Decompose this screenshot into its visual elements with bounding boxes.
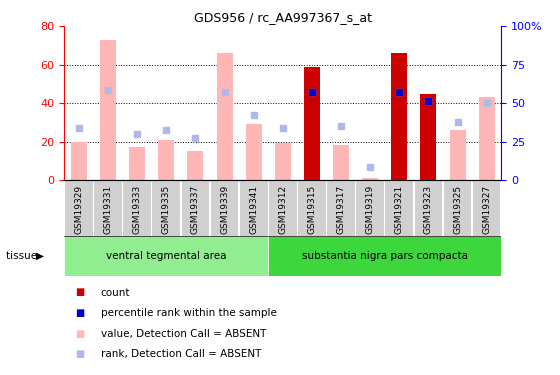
Text: tissue: tissue — [6, 251, 40, 261]
Text: substantia nigra pars compacta: substantia nigra pars compacta — [302, 251, 468, 261]
Bar — [94, 180, 122, 236]
Bar — [421, 93, 436, 180]
Bar — [71, 142, 87, 180]
Text: ■: ■ — [76, 350, 85, 359]
Bar — [268, 236, 501, 276]
Bar — [152, 180, 180, 236]
Text: GSM19341: GSM19341 — [249, 184, 258, 234]
Text: GSM19327: GSM19327 — [482, 184, 491, 234]
Bar — [129, 147, 145, 180]
Bar — [391, 53, 407, 180]
Bar — [362, 178, 378, 180]
Text: GSM19323: GSM19323 — [424, 184, 433, 234]
Bar — [298, 180, 326, 236]
Bar — [211, 180, 239, 236]
Bar — [217, 53, 232, 180]
Text: ■: ■ — [76, 288, 85, 297]
Text: GSM19319: GSM19319 — [366, 184, 375, 234]
Text: GSM19337: GSM19337 — [191, 184, 200, 234]
Text: GSM19317: GSM19317 — [337, 184, 346, 234]
Text: GSM19325: GSM19325 — [453, 184, 462, 234]
Bar — [333, 146, 349, 180]
Bar — [479, 98, 494, 180]
Bar — [356, 180, 384, 236]
Bar — [275, 144, 291, 180]
Bar — [304, 67, 320, 180]
Bar — [181, 180, 209, 236]
Text: GSM19333: GSM19333 — [133, 184, 142, 234]
Text: ■: ■ — [76, 329, 85, 339]
Text: ■: ■ — [76, 308, 85, 318]
Text: ventral tegmental area: ventral tegmental area — [106, 251, 227, 261]
Bar — [240, 180, 268, 236]
Text: value, Detection Call = ABSENT: value, Detection Call = ABSENT — [101, 329, 266, 339]
Bar — [269, 180, 297, 236]
Bar — [304, 67, 320, 180]
Bar — [391, 53, 407, 180]
Bar — [64, 236, 268, 276]
Bar — [123, 180, 151, 236]
Bar — [385, 180, 413, 236]
Text: count: count — [101, 288, 130, 297]
Text: GSM19315: GSM19315 — [307, 184, 316, 234]
Bar — [65, 180, 93, 236]
Bar — [188, 151, 203, 180]
Bar — [450, 130, 465, 180]
Text: GSM19331: GSM19331 — [104, 184, 113, 234]
Text: GDS956 / rc_AA997367_s_at: GDS956 / rc_AA997367_s_at — [194, 11, 372, 24]
Bar — [414, 180, 442, 236]
Bar — [246, 124, 262, 180]
Text: GSM19335: GSM19335 — [162, 184, 171, 234]
Text: GSM19329: GSM19329 — [74, 184, 83, 234]
Text: GSM19312: GSM19312 — [278, 184, 287, 234]
Bar — [100, 40, 116, 180]
Text: percentile rank within the sample: percentile rank within the sample — [101, 308, 277, 318]
Text: rank, Detection Call = ABSENT: rank, Detection Call = ABSENT — [101, 350, 261, 359]
Bar — [421, 93, 436, 180]
Bar — [473, 180, 501, 236]
Text: GSM19321: GSM19321 — [395, 184, 404, 234]
Bar — [444, 180, 472, 236]
Text: GSM19339: GSM19339 — [220, 184, 229, 234]
Bar — [327, 180, 355, 236]
Bar — [158, 140, 174, 180]
Text: ▶: ▶ — [36, 251, 44, 261]
